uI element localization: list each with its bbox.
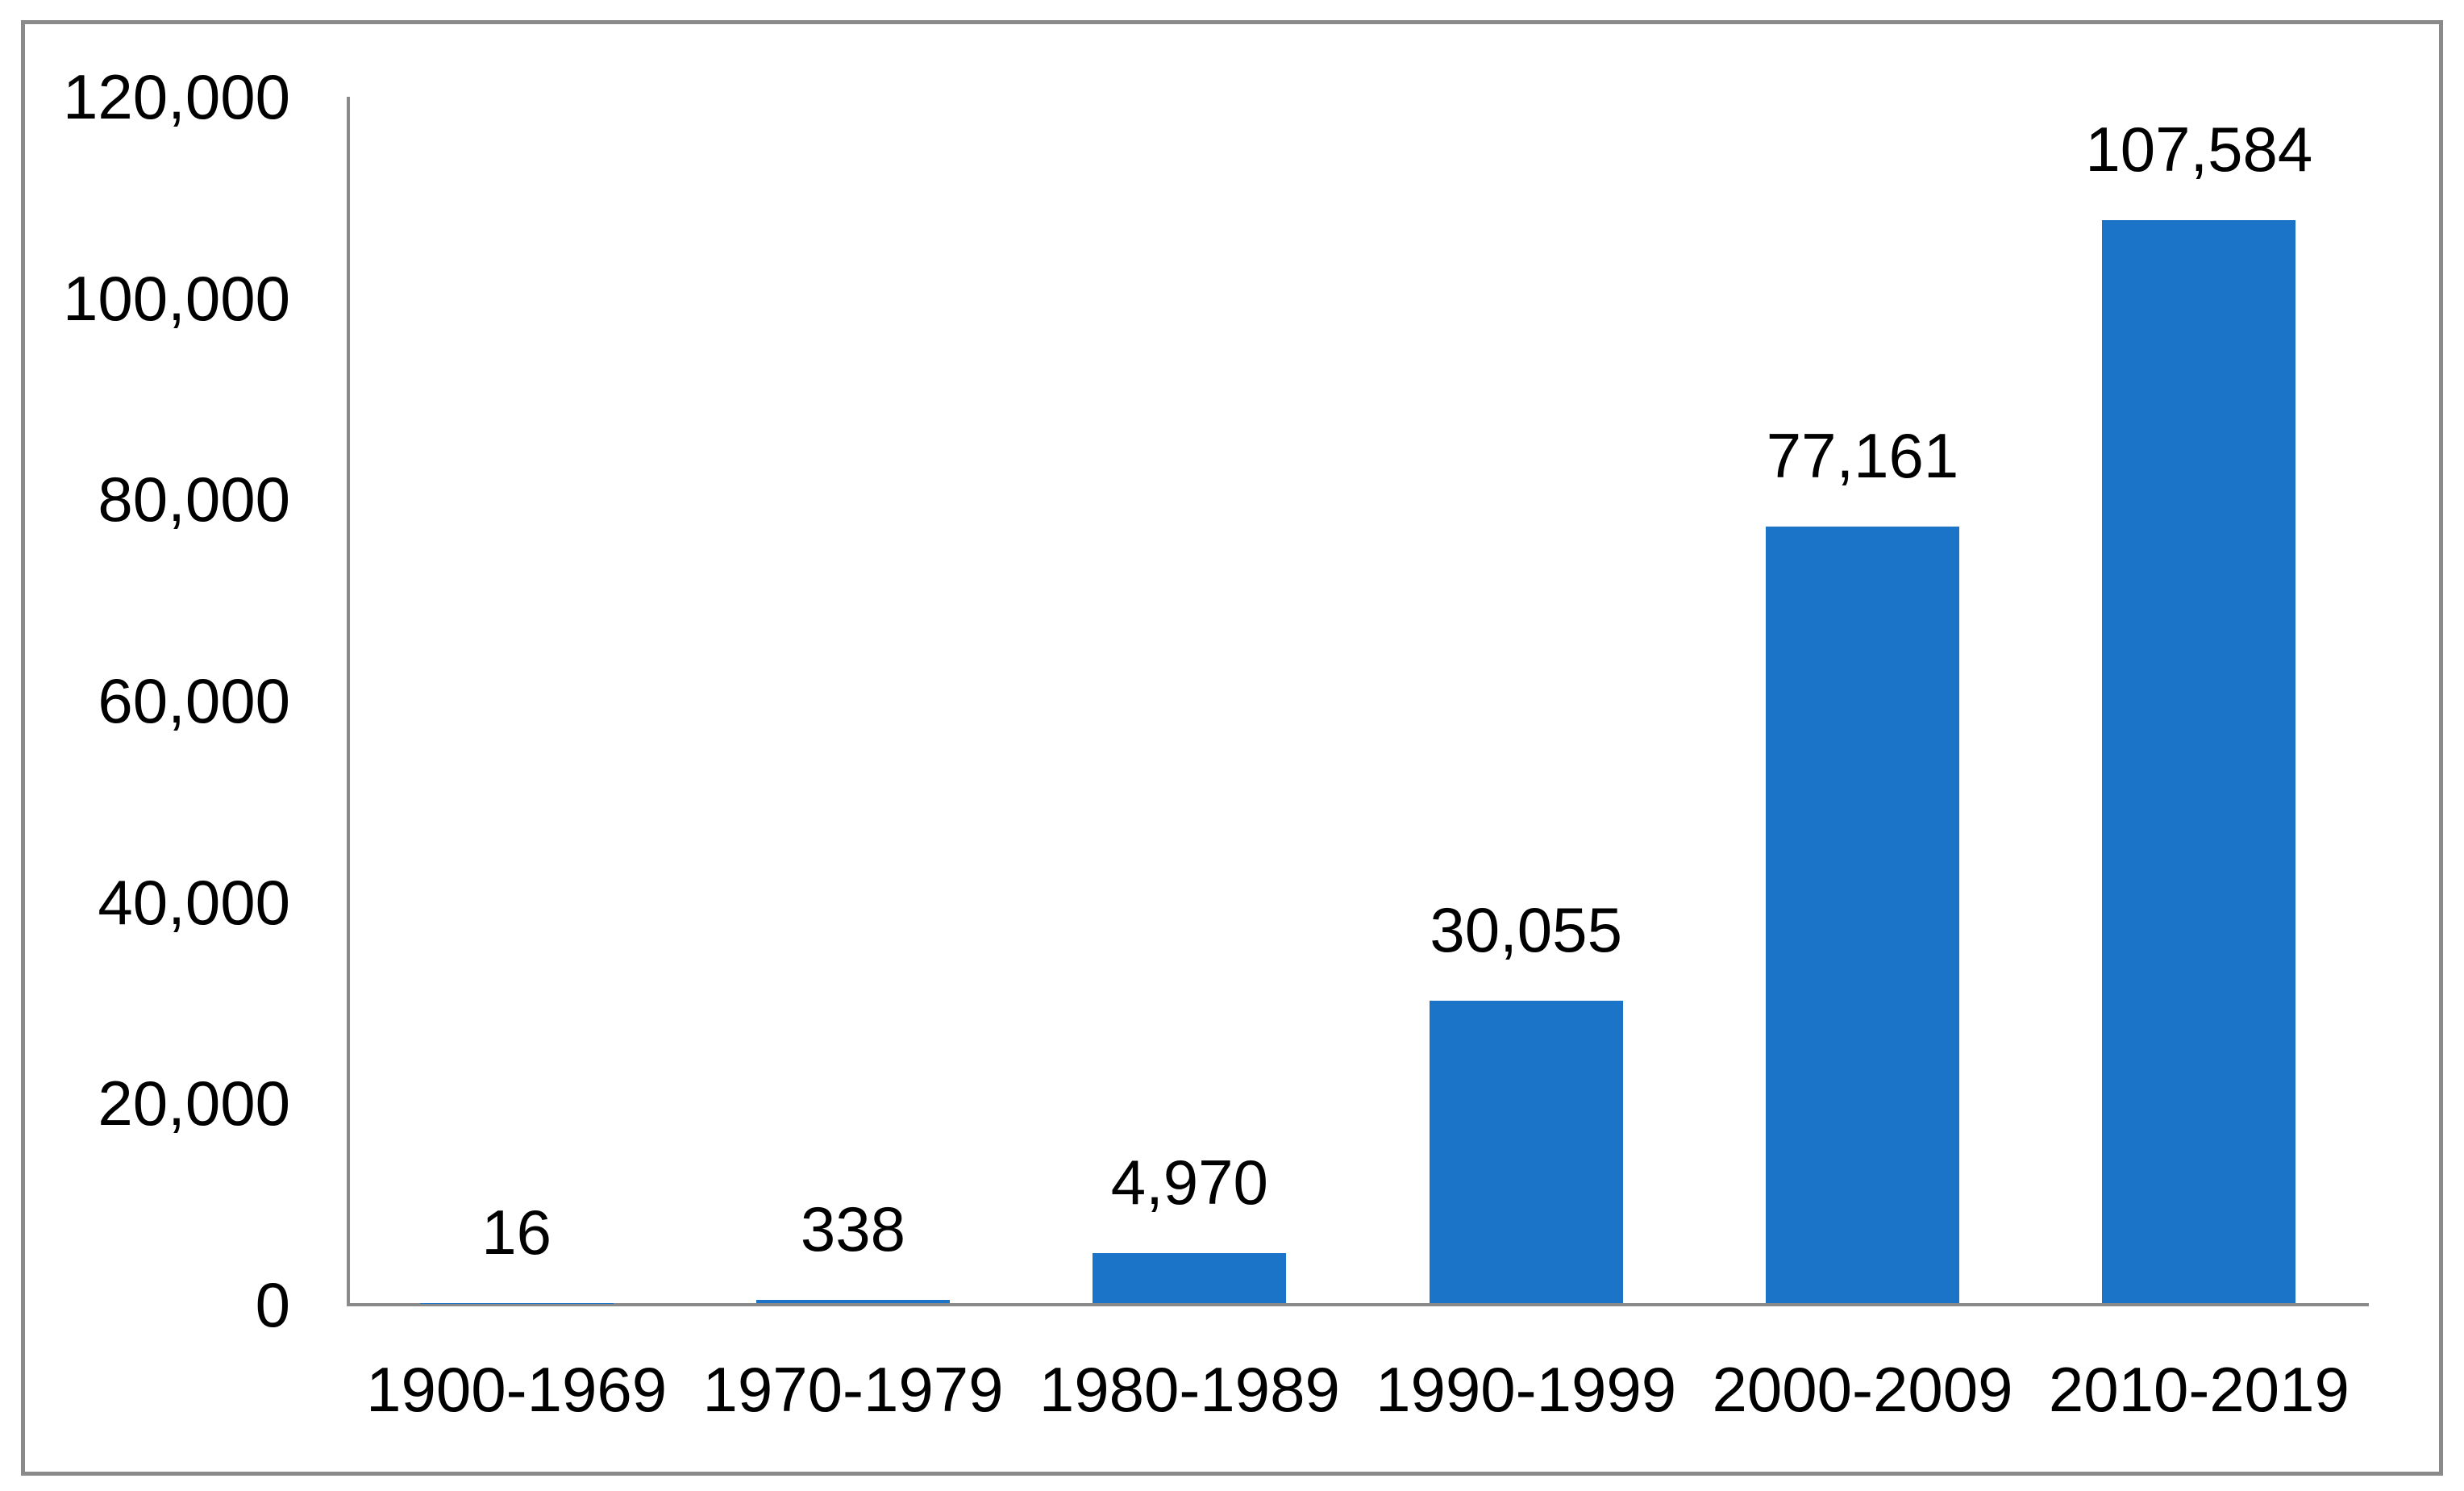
bar-value-label: 338 bbox=[800, 1193, 906, 1264]
bar-value-label: 77,161 bbox=[1766, 419, 1959, 491]
x-axis-category-label: 2000-2009 bbox=[1712, 1354, 2013, 1425]
bar-value-label: 4,970 bbox=[1110, 1146, 1268, 1218]
bar bbox=[756, 1299, 950, 1303]
bar-value-label: 16 bbox=[481, 1196, 552, 1268]
bar bbox=[1429, 1000, 1623, 1303]
y-tick-label: 60,000 bbox=[98, 665, 290, 736]
y-tick-label: 100,000 bbox=[63, 262, 290, 334]
x-axis-category-label: 1990-1999 bbox=[1376, 1354, 1677, 1425]
y-tick-label: 120,000 bbox=[63, 61, 290, 132]
x-axis-category-label: 2010-2019 bbox=[2048, 1354, 2350, 1425]
y-tick-label: 0 bbox=[255, 1269, 290, 1340]
x-axis-category-label: 1900-1969 bbox=[366, 1354, 668, 1425]
bar bbox=[1093, 1252, 1287, 1303]
bar-value-label: 107,584 bbox=[2085, 113, 2313, 185]
y-tick-label: 20,000 bbox=[98, 1068, 290, 1139]
chart-frame bbox=[21, 20, 2443, 1476]
x-axis-category-label: 1980-1989 bbox=[1038, 1354, 1340, 1425]
x-axis-category-label: 1970-1979 bbox=[702, 1354, 1004, 1425]
x-axis-line bbox=[347, 1303, 2369, 1306]
y-tick-label: 80,000 bbox=[98, 464, 290, 535]
y-tick-label: 40,000 bbox=[98, 866, 290, 938]
y-axis-line bbox=[347, 97, 350, 1306]
bar bbox=[1766, 526, 1959, 1303]
bar-value-label: 30,055 bbox=[1430, 893, 1622, 965]
bar bbox=[2102, 219, 2296, 1303]
